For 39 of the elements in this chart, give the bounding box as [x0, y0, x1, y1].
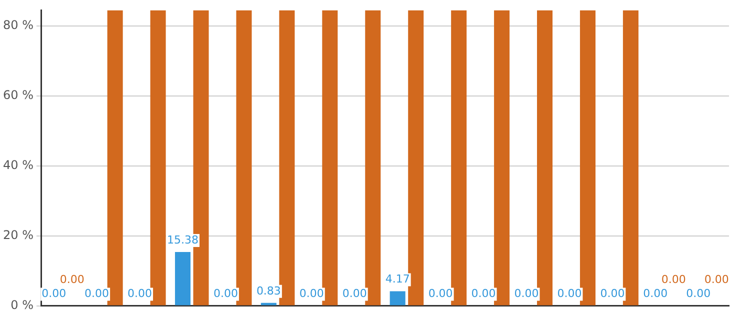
data-label: 4.17: [385, 272, 410, 286]
bar: [580, 10, 596, 306]
y-tick-label: 80 %: [2, 18, 34, 32]
data-label: 0.00: [600, 287, 625, 300]
data-label: 0.83: [256, 284, 281, 298]
y-tick-label: 60 %: [2, 88, 34, 102]
data-label: 0.00: [661, 273, 686, 286]
bar: [494, 10, 510, 306]
data-label: 0.00: [428, 287, 453, 300]
bar: [150, 10, 166, 306]
data-label: 0.00: [686, 287, 711, 300]
bar: [390, 291, 406, 306]
data-label: 0.00: [42, 287, 66, 300]
data-label: 0.00: [84, 287, 110, 300]
y-tick-label: 0 %: [10, 298, 34, 312]
data-label: 0.00: [342, 287, 367, 300]
bar: [322, 10, 338, 306]
bar: [451, 10, 467, 306]
data-label: 0.00: [514, 287, 539, 300]
bar: [622, 10, 638, 306]
bar: [107, 10, 123, 306]
bar: [260, 302, 276, 306]
data-label: 0.00: [704, 273, 729, 286]
y-tick-label: 40 %: [2, 158, 34, 172]
data-label: 0.00: [557, 287, 582, 300]
bar: [537, 10, 553, 306]
bar: [408, 10, 424, 306]
data-label: 15.38: [167, 233, 198, 246]
data-label: 0.00: [299, 287, 324, 300]
bar: [174, 252, 191, 306]
data-label: 0.00: [213, 287, 238, 300]
y-tick-label: 20 %: [2, 228, 34, 242]
bar: [365, 10, 381, 306]
data-label: 0.00: [128, 287, 152, 300]
data-label: 0.00: [643, 287, 668, 300]
bar: [236, 10, 252, 306]
data-label: 0.00: [60, 273, 84, 286]
data-label: 0.00: [471, 287, 496, 300]
bar: [279, 10, 295, 306]
